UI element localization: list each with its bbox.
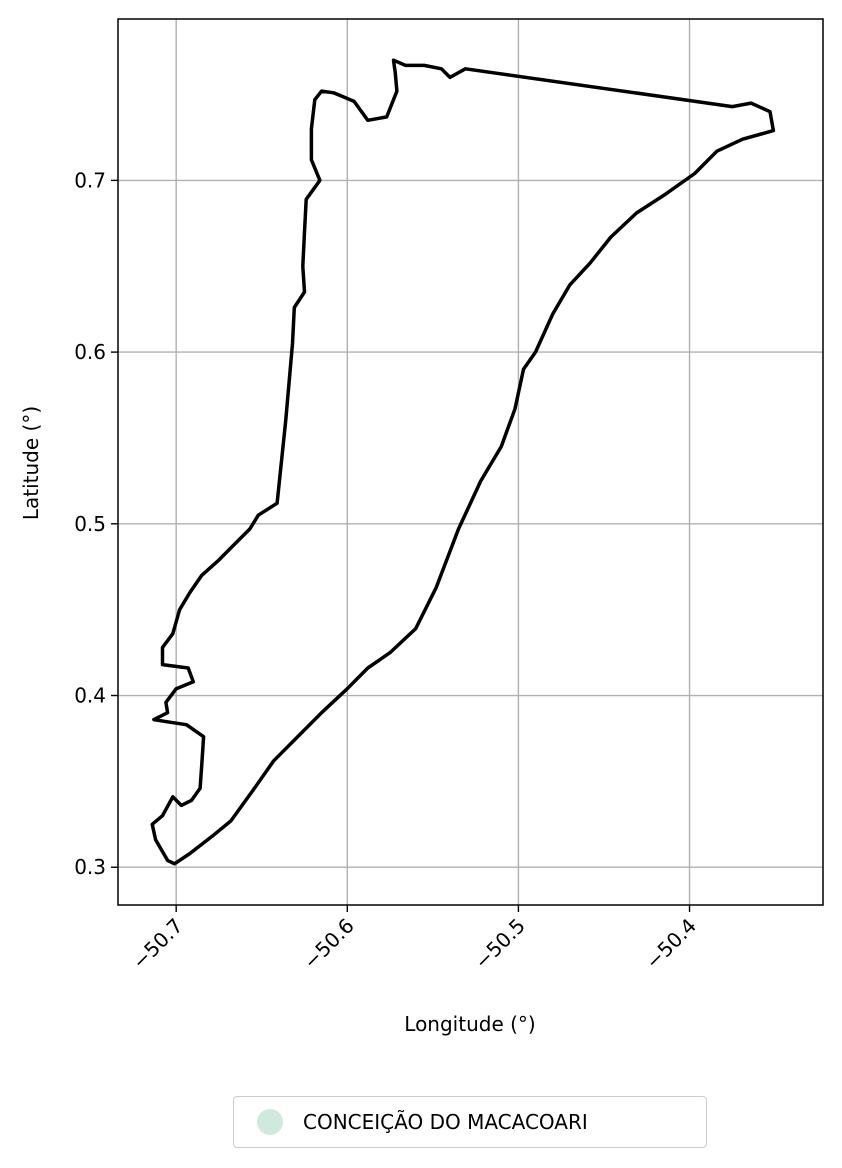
legend-swatch-icon [257,1109,283,1135]
y-tick-label: 0.4 [74,684,106,708]
municipality-boundary [150,58,776,866]
x-axis-label: Longitude (°) [404,1012,535,1036]
y-tick-label: 0.6 [74,340,106,364]
y-tick-label: 0.5 [74,512,106,536]
axis-ticks: −50.7 −50.6 −50.5 −50.4 0.3 0.4 0.5 0.6 0.7 [74,168,701,973]
x-tick-label: −50.5 [470,914,530,974]
x-tick-label: −50.6 [299,914,359,974]
legend-label: CONCEIÇÃO DO MACACOARI [303,1110,588,1134]
legend: CONCEIÇÃO DO MACACOARI [233,1096,707,1148]
x-tick-label: −50.4 [641,914,701,974]
x-tick-label: −50.7 [127,914,187,974]
y-tick-label: 0.3 [74,855,106,879]
grid-lines [118,19,823,905]
y-tick-label: 0.7 [74,168,106,192]
y-axis-label: Latitude (°) [19,406,43,520]
plot-frame [117,18,824,906]
